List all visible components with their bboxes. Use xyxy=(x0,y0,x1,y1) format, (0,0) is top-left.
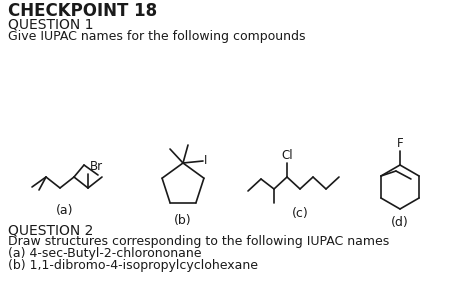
Text: Br: Br xyxy=(90,160,103,173)
Text: CHECKPOINT 18: CHECKPOINT 18 xyxy=(8,2,157,20)
Text: F: F xyxy=(397,137,403,150)
Text: Cl: Cl xyxy=(281,149,293,162)
Text: QUESTION 2: QUESTION 2 xyxy=(8,223,93,237)
Text: (b) 1,1-dibromo-4-isopropylcyclohexane: (b) 1,1-dibromo-4-isopropylcyclohexane xyxy=(8,259,258,272)
Text: Give IUPAC names for the following compounds: Give IUPAC names for the following compo… xyxy=(8,30,306,43)
Text: (a) 4-sec-Butyl-2-chlorononane: (a) 4-sec-Butyl-2-chlorononane xyxy=(8,247,201,260)
Text: (c): (c) xyxy=(292,207,309,220)
Text: (d): (d) xyxy=(391,216,409,229)
Text: Draw structures corresponding to the following IUPAC names: Draw structures corresponding to the fol… xyxy=(8,235,389,248)
Text: QUESTION 1: QUESTION 1 xyxy=(8,18,93,32)
Text: I: I xyxy=(204,155,207,168)
Text: (a): (a) xyxy=(56,204,74,217)
Text: (b): (b) xyxy=(174,214,192,227)
